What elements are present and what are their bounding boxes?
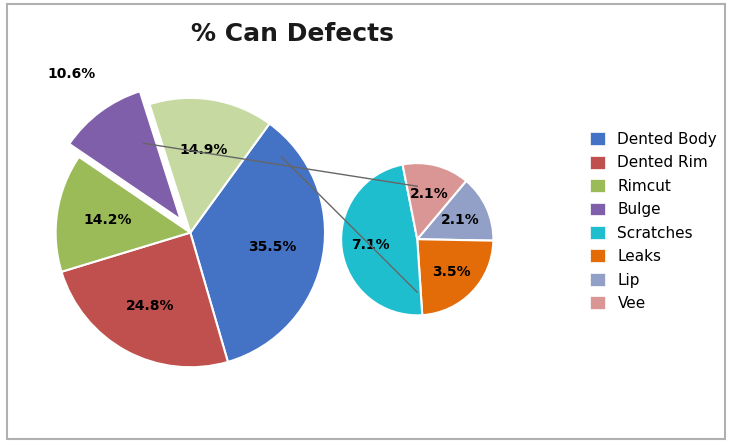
Text: 24.8%: 24.8%	[127, 299, 175, 313]
Text: 7.1%: 7.1%	[351, 238, 389, 253]
Wedge shape	[149, 98, 269, 233]
Text: 2.1%: 2.1%	[441, 213, 479, 227]
Text: 2.1%: 2.1%	[410, 187, 449, 201]
Wedge shape	[403, 163, 466, 239]
Wedge shape	[417, 181, 493, 241]
Legend: Dented Body, Dented Rim, Rimcut, Bulge, Scratches, Leaks, Lip, Vee: Dented Body, Dented Rim, Rimcut, Bulge, …	[590, 132, 717, 311]
Wedge shape	[190, 124, 325, 362]
Text: 14.9%: 14.9%	[179, 143, 228, 157]
Wedge shape	[341, 164, 422, 315]
Text: 10.6%: 10.6%	[48, 67, 96, 81]
Text: % Can Defects: % Can Defects	[191, 22, 395, 46]
Wedge shape	[70, 91, 181, 220]
Wedge shape	[61, 233, 228, 367]
Wedge shape	[417, 239, 493, 315]
Wedge shape	[56, 157, 190, 272]
Text: 3.5%: 3.5%	[432, 265, 471, 279]
Text: 14.2%: 14.2%	[83, 213, 132, 227]
Text: 35.5%: 35.5%	[248, 240, 296, 254]
